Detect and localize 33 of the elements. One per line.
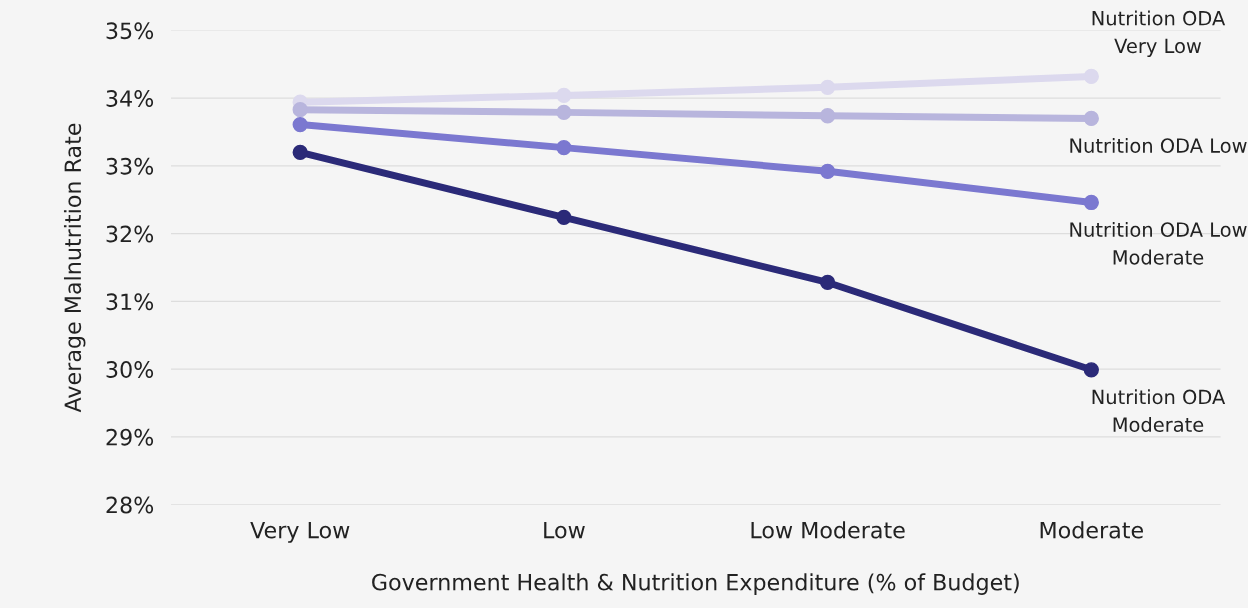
- point: [556, 104, 572, 121]
- series-label: Nutrition ODA Very Low: [1092, 10, 1226, 58]
- point: [819, 163, 836, 179]
- point: [1083, 194, 1099, 211]
- x-tick-label: Low: [544, 521, 585, 539]
- y-tick-label: 33%: [106, 157, 154, 175]
- y-tick-label: 31%: [106, 293, 154, 311]
- x-axis-title: Government Health & Nutrition Expenditure (% of Budget): [372, 573, 1019, 595]
- point: [556, 139, 572, 156]
- point: [819, 79, 836, 95]
- y-axis-title: Average Malnutrition Rate: [63, 123, 86, 413]
- point: [1083, 68, 1099, 85]
- series-label: Nutrition ODA Low: [1070, 137, 1247, 153]
- x-tick-label: Moderate: [1040, 521, 1143, 539]
- y-tick-label: 29%: [106, 428, 154, 446]
- point: [1083, 110, 1099, 127]
- x-tick-label: Low Moderate: [751, 521, 905, 539]
- series-label: Nutrition ODA Low Moderate: [1070, 221, 1247, 265]
- x-tick-label: Very Low: [250, 521, 350, 543]
- y-tick-label: 35%: [106, 22, 154, 40]
- series-label: Nutrition ODA Moderate: [1092, 389, 1226, 432]
- point: [292, 102, 308, 118]
- point: [1083, 362, 1099, 378]
- point: [819, 274, 836, 291]
- point: [292, 116, 308, 133]
- y-tick-label: 30%: [106, 361, 154, 378]
- y-tick-label: 32%: [106, 225, 154, 243]
- point: [292, 144, 308, 160]
- point: [556, 87, 572, 104]
- point: [556, 209, 572, 226]
- point: [819, 108, 836, 124]
- y-tick-label: 34%: [106, 90, 154, 107]
- y-tick-label: 28%: [106, 496, 154, 514]
